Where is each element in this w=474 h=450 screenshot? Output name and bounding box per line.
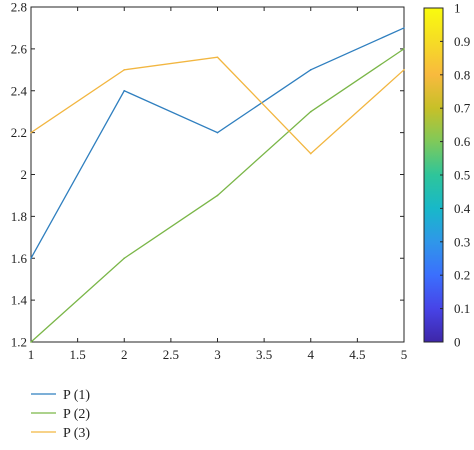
x-tick-label: 1.5 — [70, 347, 86, 362]
data-point-p2 — [216, 194, 219, 197]
data-point-p1 — [403, 27, 405, 29]
colorbar-tick-label: 0.6 — [454, 134, 471, 149]
x-tick-label: 1 — [28, 347, 35, 362]
y-tick-label: 1.8 — [11, 209, 27, 224]
data-point-p3 — [30, 131, 32, 134]
x-tick-label: 4.5 — [349, 347, 365, 362]
data-point-p2 — [309, 110, 312, 113]
colorbar-tick-label: 0.4 — [454, 201, 471, 216]
data-point-p2 — [30, 341, 32, 343]
x-tick-label: 2 — [121, 347, 128, 362]
legend-label-p1: P (1) — [63, 388, 90, 403]
y-tick-label: 2 — [21, 167, 28, 182]
x-tick-label: 3 — [214, 347, 221, 362]
data-point-p3 — [309, 152, 312, 155]
x-tick-label: 5 — [401, 347, 408, 362]
colorbar-tick-label: 0.8 — [454, 67, 470, 82]
series-line-p1 — [30, 27, 405, 259]
colorbar-tick-label: 0.9 — [454, 34, 470, 49]
legend-label-p2: P (2) — [63, 407, 90, 422]
colorbar-tick-label: 0.2 — [454, 268, 470, 283]
colorbar-tick-label: 0 — [454, 335, 461, 350]
y-tick-label: 1.6 — [11, 251, 28, 266]
y-tick-label: 1.4 — [11, 293, 28, 308]
colorbar-tick-label: 0.1 — [454, 301, 470, 316]
legend-label-p3: P (3) — [63, 426, 90, 441]
series-line-p3 — [30, 56, 405, 155]
y-tick-label: 2.6 — [11, 41, 28, 56]
x-tick-label: 4 — [308, 347, 315, 362]
data-point-p1 — [216, 131, 219, 134]
colorbar-tick-label: 0.7 — [454, 101, 471, 116]
x-tick-label: 2.5 — [163, 347, 179, 362]
y-tick-label: 2.8 — [11, 0, 27, 15]
data-point-p2 — [123, 257, 126, 260]
data-point-p1 — [309, 69, 312, 71]
x-tick-label: 3.5 — [256, 347, 272, 362]
data-point-p3 — [216, 56, 219, 59]
data-point-p2 — [403, 48, 405, 50]
y-tick-label: 2.4 — [11, 83, 28, 98]
data-point-p3 — [403, 69, 405, 71]
colorbar-tick-label: 0.5 — [454, 168, 470, 183]
colorbar-tick-label: 0.3 — [454, 234, 470, 249]
data-point-p1 — [30, 257, 32, 260]
data-point-p3 — [123, 69, 126, 71]
colorbar-tick-label: 1 — [454, 1, 461, 16]
data-point-p1 — [123, 89, 126, 92]
y-tick-label: 2.2 — [11, 125, 27, 140]
y-tick-label: 1.2 — [11, 335, 27, 350]
